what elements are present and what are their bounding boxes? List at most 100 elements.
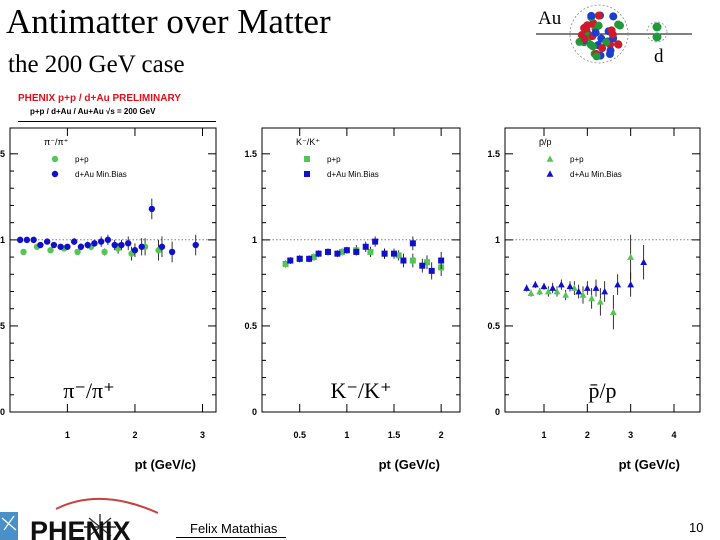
- data-point-dau: [523, 284, 531, 291]
- data-point-pp: [579, 291, 587, 298]
- data-point-dau: [77, 243, 85, 250]
- data-point-pp: [367, 248, 374, 255]
- x-tick-label: 2: [132, 430, 137, 440]
- logo-block: [0, 512, 18, 540]
- data-point-dau: [640, 258, 648, 266]
- page-number: 10: [689, 520, 704, 535]
- legend-label-dau: d+Au Min.Bias: [75, 170, 127, 179]
- data-point-pp: [47, 247, 54, 254]
- data-point-dau: [557, 281, 565, 288]
- legend-marker-pp: [304, 156, 310, 162]
- plot-frame: [504, 127, 701, 413]
- logo-block-lines: [1, 515, 17, 531]
- data-point-dau: [362, 243, 369, 250]
- plot-frame: [9, 127, 217, 413]
- phoenix-star-icon: [55, 497, 159, 540]
- au-nucleon: [583, 21, 592, 30]
- au-nucleon: [606, 46, 615, 55]
- x-tick-label: 4: [671, 430, 676, 440]
- data-point-dau: [296, 255, 303, 262]
- x-axis-label: pt (GeV/c): [135, 457, 196, 472]
- data-point-dau: [372, 238, 379, 245]
- ratio-label: K⁻/K⁺: [330, 378, 391, 403]
- data-point-dau: [409, 240, 416, 247]
- x-tick-label: 2: [585, 430, 590, 440]
- data-point-dau: [287, 257, 294, 264]
- data-point-dau: [306, 255, 313, 262]
- data-point-dau: [549, 284, 557, 291]
- data-point-dau: [131, 247, 139, 254]
- y-tick-label: 1.5: [0, 149, 5, 159]
- legend-marker-pp: [546, 155, 554, 162]
- data-point-dau: [315, 250, 322, 257]
- data-point-dau: [192, 241, 199, 249]
- data-point-dau: [158, 243, 166, 250]
- data-point-pp: [609, 308, 617, 315]
- data-point-dau: [111, 241, 118, 249]
- data-point-pp: [627, 253, 635, 260]
- data-point-dau: [575, 287, 583, 295]
- chart-panel-1: 0 0.5 1 1.5 1 2 3 π⁻/π⁺ p+p d+Au Min.Bias π⁻/π⁺ pt …: [0, 127, 217, 472]
- au-nucleon: [592, 52, 601, 61]
- legend-label-dau: d+Au Min.Bias: [327, 170, 379, 179]
- legend-label-dau: d+Au Min.Bias: [570, 170, 622, 179]
- y-tick-label: 1.5: [487, 149, 500, 159]
- data-point-dau: [592, 284, 600, 291]
- au-nucleon: [588, 42, 597, 51]
- data-point-pp: [101, 248, 108, 256]
- au-nucleon: [608, 30, 617, 39]
- data-point-dau: [540, 282, 548, 290]
- data-point-pp: [339, 248, 346, 255]
- au-nucleons: [575, 11, 625, 61]
- y-tick-label: 1.5: [244, 149, 257, 159]
- data-point-dau: [531, 281, 539, 288]
- data-point-dau: [381, 250, 388, 257]
- data-point-dau: [148, 205, 156, 213]
- data-point-dau: [64, 243, 71, 250]
- data-point-dau: [23, 236, 31, 244]
- x-tick-label: 1: [65, 430, 70, 440]
- author-underline: [176, 537, 286, 538]
- y-tick-label: 0: [0, 407, 5, 417]
- legend-marker-pp: [51, 155, 59, 163]
- au-nucleon: [609, 12, 618, 21]
- x-tick-label: 3: [628, 430, 633, 440]
- data-point-dau: [16, 236, 24, 244]
- x-tick-label: 3: [200, 430, 205, 440]
- legend-marker-dau: [51, 170, 59, 178]
- data-point-dau: [583, 284, 591, 291]
- data-point-pp: [588, 294, 596, 302]
- data-point-pp: [424, 259, 430, 266]
- data-point-pp: [282, 260, 289, 267]
- data-point-dau: [601, 287, 609, 295]
- data-point-dau: [334, 250, 341, 257]
- plot-title: p̄/p: [539, 137, 552, 147]
- legend-label-pp: p+p: [327, 155, 341, 164]
- data-point-dau: [614, 281, 622, 288]
- data-point-dau: [325, 248, 331, 255]
- au-nucleon: [598, 44, 607, 53]
- plot-title: K⁻/K⁺: [296, 137, 320, 147]
- data-point-dau: [400, 257, 407, 264]
- slide-title: Antimatter over Matter: [6, 2, 331, 41]
- data-point-dau: [30, 236, 37, 244]
- logo-text: PHENIX: [30, 516, 131, 540]
- data-point-dau: [391, 250, 397, 257]
- plot-frame: [261, 127, 461, 413]
- author-name: Felix Matathias: [190, 521, 278, 536]
- data-point-dau: [419, 262, 426, 269]
- legend-label-pp: p+p: [75, 155, 89, 164]
- legend-marker-dau: [546, 170, 554, 177]
- data-point-dau: [168, 248, 176, 256]
- au-nucleon: [591, 28, 600, 37]
- d-nucleon-upper: [652, 22, 662, 32]
- y-tick-label: 0: [252, 407, 257, 417]
- plot-title: π⁻/π⁺: [44, 137, 69, 147]
- data-point-dau: [84, 241, 91, 249]
- phenix-preliminary-header: PHENIX p+p / d+Au PRELIMINARY: [18, 93, 181, 104]
- data-point-pp: [570, 284, 578, 291]
- x-axis-label: pt (GeV/c): [379, 457, 440, 472]
